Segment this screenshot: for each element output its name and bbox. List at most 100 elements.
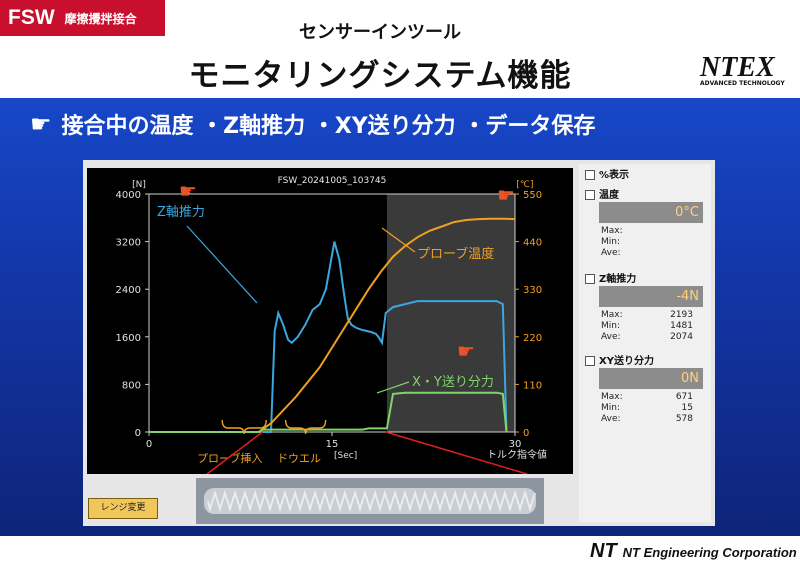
bracket-probe-insert bbox=[221, 419, 267, 435]
stat-value: 2074 bbox=[670, 332, 693, 342]
temp-label: 温度 bbox=[599, 190, 619, 201]
feature-bullet: ☛ 接合中の温度 ・Z軸推力 ・XY送り分力 ・データ保存 bbox=[30, 108, 595, 140]
y-right-tick-label: 550 bbox=[523, 190, 542, 201]
series-line-0 bbox=[149, 241, 508, 433]
xy-section-title[interactable]: XY送り分力 bbox=[585, 352, 654, 367]
y-tick-label: 4000 bbox=[116, 190, 141, 201]
z-ave: Ave: 2074 bbox=[601, 332, 701, 342]
stat-label: Max: bbox=[601, 392, 623, 402]
z-min: Min: 1481 bbox=[601, 321, 701, 331]
xy-ave: Ave: 578 bbox=[601, 414, 701, 424]
xy-min: Min: 15 bbox=[601, 403, 701, 413]
stat-label: Min: bbox=[601, 321, 621, 331]
shaded-region bbox=[386, 194, 515, 432]
z-section-title[interactable]: Z軸推力 bbox=[585, 270, 636, 285]
xy-value: 0N bbox=[599, 368, 703, 389]
badge-jp: 摩擦攪拌接合 bbox=[64, 11, 137, 26]
stats-panel: %表示 温度 0°C Max: Min: Ave: Z軸推力 -4N Max: 2… bbox=[579, 164, 711, 522]
y-right-tick-label: 0 bbox=[523, 428, 529, 439]
checkbox-icon[interactable] bbox=[585, 356, 595, 366]
annotation-z-arrow bbox=[186, 225, 258, 304]
plot-area: 0 800 1600 2400 3200 4000 0 110 220 330 440 550 0 15 3… bbox=[87, 168, 573, 474]
pointing-hand-icon: ☛ bbox=[179, 179, 197, 203]
temp-section-title[interactable]: 温度 bbox=[585, 186, 619, 201]
red-arrow-start bbox=[206, 431, 263, 474]
checkbox-icon[interactable] bbox=[585, 274, 595, 284]
pointing-hand-icon: ☛ bbox=[497, 183, 515, 207]
stat-label: Ave: bbox=[601, 414, 621, 424]
y-axis-label: [N] bbox=[132, 180, 146, 190]
stat-value: 578 bbox=[675, 414, 693, 424]
x-tick-label: 0 bbox=[146, 439, 152, 450]
y-right-tick-label: 220 bbox=[523, 333, 542, 344]
pointing-hand-icon: ☛ bbox=[30, 110, 52, 138]
series-line-2 bbox=[149, 391, 508, 433]
y-tick-label: 0 bbox=[135, 428, 141, 439]
checkbox-icon[interactable] bbox=[585, 170, 595, 180]
badge-fsw: FSW bbox=[8, 6, 55, 29]
annotation-temp: プローブ温度 bbox=[417, 246, 494, 262]
weld-photo bbox=[196, 478, 544, 524]
x-tick-label: 15 bbox=[326, 439, 339, 450]
stat-value: 1481 bbox=[670, 321, 693, 331]
weld-bead-image bbox=[196, 478, 544, 524]
fsw-badge: FSW 摩擦攪拌接合 bbox=[0, 0, 165, 36]
y-tick-label: 1600 bbox=[116, 333, 141, 344]
annotation-xy-arrow bbox=[376, 381, 410, 394]
z-label: Z軸推力 bbox=[599, 274, 637, 285]
annotation-temp-arrow bbox=[381, 227, 416, 253]
corporation-logo: NT NT Engineering Corporation bbox=[590, 540, 797, 563]
temp-max: Max: bbox=[601, 226, 701, 236]
percent-toggle[interactable]: %表示 bbox=[585, 166, 629, 181]
x-axis-label: [Sec] bbox=[334, 451, 357, 461]
chart-title: FSW_20241005_103745 bbox=[278, 176, 387, 186]
xy-max: Max: 671 bbox=[601, 392, 701, 402]
temp-ave: Ave: bbox=[601, 248, 701, 258]
checkbox-icon[interactable] bbox=[585, 190, 595, 200]
right-axis-caption: トルク指令値 bbox=[487, 448, 547, 461]
red-arrow-end bbox=[385, 431, 528, 474]
nt-mark: NT bbox=[590, 540, 617, 562]
annotation-probe-insert: プローブ挿入 bbox=[197, 451, 262, 465]
range-change-button[interactable]: レンジ変更 bbox=[88, 498, 158, 519]
monitor-window: 0 800 1600 2400 3200 4000 0 110 220 330 440 550 0 15 3… bbox=[83, 160, 715, 526]
temp-value: 0°C bbox=[599, 202, 703, 223]
temp-min: Min: bbox=[601, 237, 701, 247]
percent-label: %表示 bbox=[599, 170, 630, 181]
y-right-tick-label: 440 bbox=[523, 238, 542, 249]
y-tick-label: 800 bbox=[122, 380, 141, 391]
y-right-tick-label: 330 bbox=[523, 285, 542, 296]
bracket-dwell bbox=[284, 419, 327, 435]
y-right-axis-label: [℃] bbox=[516, 180, 533, 190]
annotation-xy: X・Y送り分力 bbox=[412, 375, 494, 390]
annotation-z: Z軸推力 bbox=[157, 205, 205, 220]
slide-subtitle: センサーインツール bbox=[299, 22, 461, 43]
logo-sub: ADVANCED TECHNOLOGY bbox=[700, 80, 785, 87]
x-tick-label: 30 bbox=[509, 439, 522, 450]
slide-title: モニタリングシステム機能 bbox=[188, 58, 572, 94]
main-area: ☛ 接合中の温度 ・Z軸推力 ・XY送り分力 ・データ保存 0 800 1600 24… bbox=[0, 98, 800, 536]
slide-footer bbox=[0, 536, 800, 566]
y-tick-label: 3200 bbox=[116, 238, 141, 249]
stat-label: Ave: bbox=[601, 248, 621, 258]
stat-value: 2193 bbox=[670, 310, 693, 320]
y-right-tick-label: 110 bbox=[523, 380, 542, 391]
annotation-dwell: ドウエル bbox=[277, 452, 321, 465]
stat-label: Ave: bbox=[601, 332, 621, 342]
ntex-logo: NTEX ADVANCED TECHNOLOGY bbox=[700, 52, 795, 92]
stat-value: 671 bbox=[675, 392, 693, 402]
series-line-1 bbox=[258, 217, 516, 433]
logo-mark: NTEX bbox=[700, 52, 775, 83]
stat-label: Min: bbox=[601, 403, 621, 413]
y-tick-label: 2400 bbox=[116, 285, 141, 296]
z-max: Max: 2193 bbox=[601, 310, 701, 320]
stat-label: Max: bbox=[601, 226, 623, 236]
corporation-name: NT Engineering Corporation bbox=[622, 545, 797, 560]
slide-header: FSW 摩擦攪拌接合 センサーインツール モニタリングシステム機能 NTEX A… bbox=[0, 0, 800, 98]
monitor-chart: 0 800 1600 2400 3200 4000 0 110 220 330 440 550 0 15 3… bbox=[116, 176, 547, 474]
stat-label: Min: bbox=[601, 237, 621, 247]
feature-text: 接合中の温度 ・Z軸推力 ・XY送り分力 ・データ保存 bbox=[61, 114, 596, 139]
stat-value: 15 bbox=[681, 403, 693, 413]
stat-label: Max: bbox=[601, 310, 623, 320]
pointing-hand-icon: ☛ bbox=[457, 339, 475, 363]
